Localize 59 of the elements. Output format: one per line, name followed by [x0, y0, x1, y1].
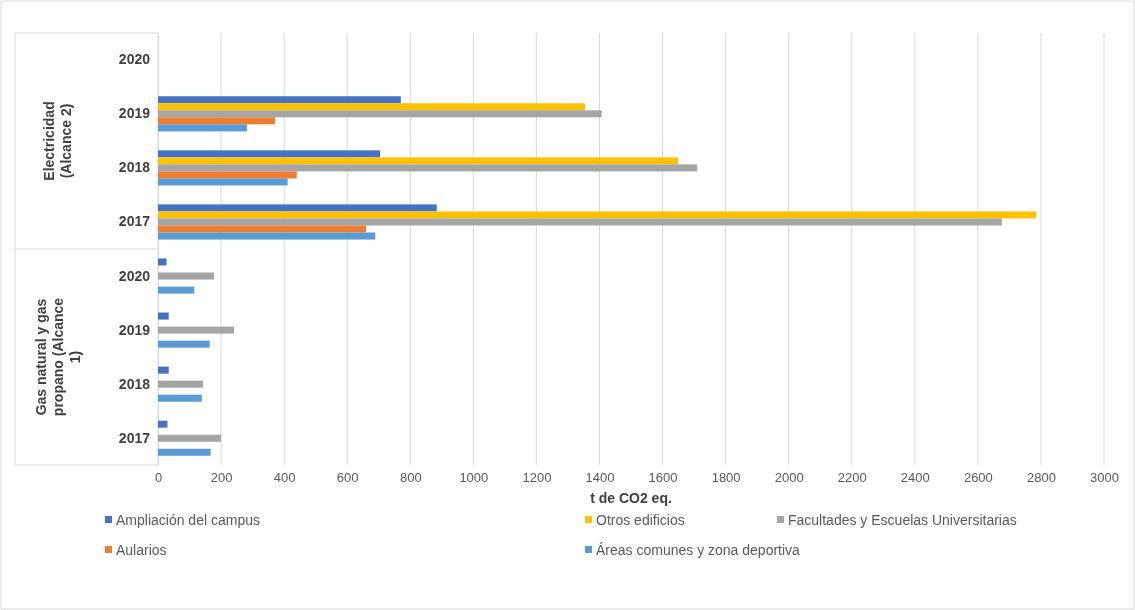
legend-label: Ampliación del campus — [116, 512, 260, 528]
y-tick-label: 2017 — [118, 213, 151, 230]
bar — [158, 204, 437, 212]
legend-label: Áreas comunes y zona deportiva — [596, 542, 801, 558]
legend-label: Facultades y Escuelas Universitarias — [788, 512, 1017, 528]
text: Electricidad (Alcance 2) — [41, 101, 74, 181]
bar — [158, 150, 380, 158]
x-tick-label: 800 — [399, 470, 422, 486]
text: Gas natural y gas propano (Alcance 1) — [32, 297, 83, 417]
bar — [158, 420, 168, 428]
legend-label: Aularios — [116, 542, 167, 558]
x-tick-label: 2200 — [837, 470, 867, 486]
bar — [158, 225, 367, 233]
x-tick-label: 3000 — [1090, 470, 1119, 486]
bar — [158, 178, 288, 186]
x-tick-label: 0 — [154, 470, 163, 486]
x-tick-label: 2800 — [1026, 470, 1056, 486]
bar — [158, 117, 275, 125]
bar — [158, 164, 698, 172]
bar — [158, 448, 211, 456]
bar — [158, 272, 215, 280]
x-axis-title: t de CO2 eq. — [590, 490, 672, 506]
bar — [158, 232, 376, 240]
bar — [158, 366, 169, 374]
bar — [158, 218, 1002, 226]
x-tick-label: 1000 — [459, 470, 489, 486]
x-tick-label: 1800 — [711, 470, 741, 486]
bar — [158, 340, 210, 348]
bar — [158, 434, 222, 442]
legend-label: Otros edificios — [596, 512, 685, 528]
bar — [158, 312, 169, 320]
x-tick-label: 400 — [273, 470, 296, 486]
bar — [158, 96, 401, 104]
y-tick-label: 2018 — [118, 159, 151, 176]
bar — [158, 380, 204, 388]
y-tick-label: 2020 — [118, 51, 151, 68]
x-tick-label: 200 — [210, 470, 233, 486]
x-tick-label: 1600 — [648, 470, 678, 486]
bar — [158, 394, 202, 402]
bar — [158, 171, 297, 179]
x-tick-label: 1200 — [522, 470, 552, 486]
x-tick-label: 1400 — [585, 470, 615, 486]
bar — [158, 211, 1037, 219]
y-tick-label: 2019 — [118, 105, 151, 122]
bar — [158, 258, 167, 266]
x-tick-label: 600 — [336, 470, 359, 486]
y-tick-label: 2018 — [118, 375, 151, 392]
bar — [158, 103, 585, 111]
x-tick-label: 2600 — [963, 470, 993, 486]
x-tick-label: 2400 — [900, 470, 930, 486]
bar — [158, 110, 602, 118]
y-tick-label: 2020 — [118, 267, 151, 284]
y-tick-label: 2019 — [118, 321, 151, 338]
y-tick-label: 2017 — [118, 429, 151, 446]
x-tick-label: 2000 — [774, 470, 804, 486]
bar — [158, 326, 234, 334]
bar — [158, 157, 678, 165]
bar — [158, 286, 195, 294]
bar — [158, 124, 247, 132]
